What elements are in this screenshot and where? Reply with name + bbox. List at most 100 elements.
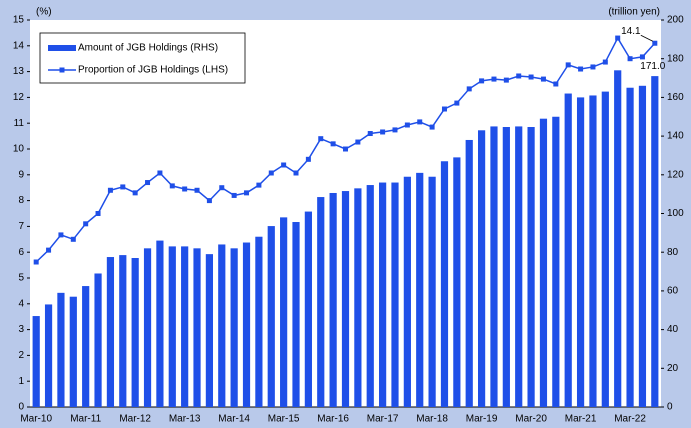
y2-tick-label: 40 bbox=[667, 324, 679, 335]
bar bbox=[638, 85, 647, 407]
bar bbox=[341, 191, 350, 407]
bar bbox=[106, 257, 115, 407]
x-tick-label: Mar-19 bbox=[466, 414, 498, 425]
marker bbox=[491, 76, 497, 82]
bar bbox=[205, 254, 214, 407]
legend-label: Amount of JGB Holdings (RHS) bbox=[78, 43, 218, 54]
marker bbox=[392, 127, 398, 133]
y-tick-label: 10 bbox=[13, 144, 25, 155]
marker bbox=[182, 186, 188, 192]
bar bbox=[527, 127, 535, 408]
marker bbox=[565, 62, 571, 68]
y-tick-label: 15 bbox=[13, 15, 25, 26]
bar bbox=[366, 185, 374, 407]
bar bbox=[329, 192, 337, 407]
x-tick-label: Mar-18 bbox=[416, 414, 448, 425]
y-tick-label: 4 bbox=[18, 298, 24, 309]
y2-tick-label: 120 bbox=[667, 169, 684, 180]
legend-box bbox=[39, 32, 246, 84]
marker bbox=[194, 187, 200, 193]
bar bbox=[292, 222, 300, 407]
marker bbox=[553, 81, 559, 87]
marker bbox=[219, 185, 225, 191]
y-tick-label: 3 bbox=[18, 324, 24, 335]
marker bbox=[95, 211, 101, 216]
y-tick-label: 5 bbox=[18, 273, 24, 284]
marker bbox=[206, 198, 212, 204]
y-axis-label: (%) bbox=[36, 7, 52, 18]
marker bbox=[281, 162, 287, 168]
bar bbox=[181, 246, 189, 407]
bar bbox=[651, 76, 659, 408]
marker bbox=[627, 56, 633, 62]
bar bbox=[94, 273, 102, 407]
y2-tick-label: 0 bbox=[667, 402, 673, 413]
x-tick-label: Mar-16 bbox=[317, 414, 349, 425]
leader-line bbox=[640, 34, 653, 42]
bar bbox=[403, 176, 411, 407]
y2-axis-label: (trillion yen) bbox=[608, 7, 660, 18]
marker bbox=[169, 183, 175, 189]
bar bbox=[317, 197, 325, 407]
marker bbox=[244, 190, 250, 196]
bar bbox=[218, 244, 226, 407]
bar bbox=[354, 188, 362, 407]
bar bbox=[589, 95, 597, 407]
marker bbox=[454, 100, 460, 106]
bar bbox=[193, 248, 201, 407]
marker bbox=[528, 74, 534, 80]
marker bbox=[33, 259, 39, 265]
bar bbox=[69, 296, 77, 407]
bar bbox=[304, 211, 312, 407]
x-tick-label: Mar-14 bbox=[218, 414, 250, 425]
marker bbox=[578, 66, 584, 72]
marker bbox=[330, 141, 336, 147]
bar bbox=[440, 161, 449, 407]
bar bbox=[453, 157, 461, 407]
y-tick-label: 12 bbox=[13, 92, 25, 103]
bar bbox=[379, 182, 387, 407]
bar bbox=[242, 242, 251, 407]
marker bbox=[503, 77, 509, 83]
marker bbox=[441, 106, 447, 112]
bar bbox=[82, 286, 90, 407]
legend-marker bbox=[59, 67, 65, 73]
marker bbox=[429, 124, 435, 130]
marker bbox=[46, 247, 52, 253]
y2-tick-label: 60 bbox=[667, 286, 679, 297]
x-tick-label: Mar-15 bbox=[268, 414, 300, 425]
y-tick-label: 6 bbox=[18, 247, 24, 258]
marker bbox=[157, 170, 163, 176]
bar bbox=[552, 116, 560, 407]
bar bbox=[255, 236, 263, 407]
y2-tick-label: 160 bbox=[667, 92, 684, 103]
x-tick-label: Mar-17 bbox=[367, 414, 399, 425]
marker bbox=[268, 170, 274, 176]
marker bbox=[652, 40, 658, 46]
marker bbox=[479, 78, 485, 84]
bar bbox=[168, 246, 176, 407]
marker bbox=[83, 221, 89, 227]
marker bbox=[293, 170, 299, 176]
y-tick-label: 9 bbox=[18, 169, 24, 180]
bar bbox=[280, 217, 288, 407]
bar bbox=[131, 258, 139, 407]
marker bbox=[404, 122, 410, 128]
data-label: 14.1 bbox=[621, 26, 641, 37]
marker bbox=[318, 136, 324, 142]
marker bbox=[540, 76, 546, 82]
marker bbox=[417, 119, 423, 125]
bar bbox=[230, 248, 238, 407]
y2-tick-label: 100 bbox=[667, 208, 684, 219]
bar bbox=[490, 126, 498, 408]
bar bbox=[267, 226, 275, 407]
bar bbox=[601, 91, 609, 407]
bar bbox=[564, 93, 572, 407]
bar bbox=[143, 248, 152, 407]
marker bbox=[305, 156, 311, 162]
marker bbox=[355, 139, 361, 145]
x-tick-label: Mar-10 bbox=[20, 414, 52, 425]
marker bbox=[639, 54, 645, 60]
marker bbox=[120, 184, 126, 190]
marker bbox=[466, 86, 472, 92]
